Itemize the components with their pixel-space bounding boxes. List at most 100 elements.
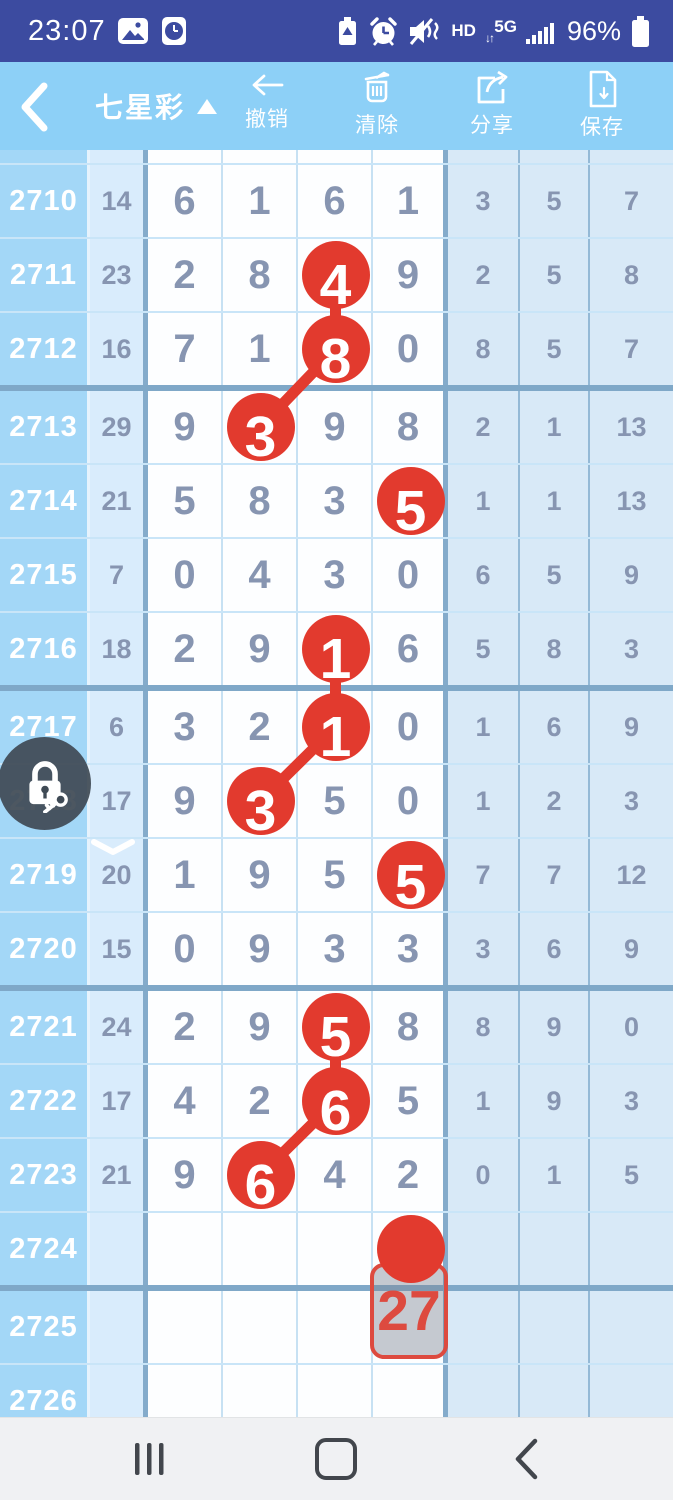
digit-cell[interactable] <box>298 1365 373 1418</box>
table-row: 2718179350123 <box>0 765 673 839</box>
digit-cell[interactable]: 9 <box>223 839 298 911</box>
digit-cell[interactable]: 1 <box>223 313 298 385</box>
digit-cell[interactable] <box>223 1213 298 1285</box>
digit-cell[interactable]: 1 <box>373 165 448 237</box>
digit-cell[interactable]: 4 <box>148 1065 223 1137</box>
digit-cell[interactable] <box>298 150 373 163</box>
digit-cell[interactable]: 3 <box>298 465 373 537</box>
digit-cell[interactable] <box>373 150 448 163</box>
digit-cell[interactable]: 6 <box>148 165 223 237</box>
stat-cell: 5 <box>590 1139 673 1211</box>
digit-cell[interactable] <box>298 1213 373 1285</box>
digit-cell[interactable]: 2 <box>148 991 223 1063</box>
digit-cell[interactable]: 8 <box>373 391 448 463</box>
digit-cell[interactable]: 9 <box>298 391 373 463</box>
digit-cell[interactable]: 1 <box>223 165 298 237</box>
digit-cell[interactable] <box>223 1365 298 1418</box>
clear-button[interactable]: 清除 <box>335 70 419 146</box>
back-icon <box>515 1438 538 1480</box>
digit-cell[interactable]: 0 <box>373 313 448 385</box>
digit-cell[interactable]: 6 <box>298 165 373 237</box>
mark-circle[interactable]: 4 <box>301 241 370 313</box>
digit-cell[interactable]: 0 <box>373 765 448 837</box>
digit-cell[interactable]: 9 <box>223 991 298 1063</box>
stat-cell <box>448 1365 520 1418</box>
digit-cell[interactable]: 9 <box>148 765 223 837</box>
digit-cell[interactable]: 2 <box>223 691 298 763</box>
digit-cell[interactable]: 5 <box>298 839 373 911</box>
digit-cell[interactable]: 2 <box>148 239 223 311</box>
undo-button[interactable]: 撤销 <box>225 70 309 146</box>
mark-circle[interactable]: 8 <box>301 315 370 387</box>
digit-cell[interactable]: 9 <box>223 913 298 985</box>
digit-cell[interactable] <box>223 150 298 163</box>
stat-cell: 3 <box>448 913 520 985</box>
table-row: 2724 <box>0 1213 673 1291</box>
mark-circle[interactable] <box>376 1215 445 1283</box>
period-cell: 2719 <box>0 839 90 911</box>
mark-circle[interactable]: 3 <box>226 767 295 839</box>
digit-cell[interactable] <box>223 1291 298 1363</box>
digit-cell[interactable]: 3 <box>298 913 373 985</box>
mark-circle[interactable]: 1 <box>301 693 370 765</box>
sum-cell: 23 <box>90 239 148 311</box>
digit-cell[interactable]: 1 <box>148 839 223 911</box>
digit-cell[interactable]: 3 <box>373 913 448 985</box>
mark-circle[interactable]: 1 <box>301 615 370 687</box>
digit-cell[interactable]: 4 <box>298 1139 373 1211</box>
digit-cell[interactable]: 3 <box>298 539 373 611</box>
digit-cell[interactable] <box>148 150 223 163</box>
digit-cell[interactable]: 5 <box>298 765 373 837</box>
digit-cell[interactable]: 9 <box>223 613 298 685</box>
sum-cell: 21 <box>90 1139 148 1211</box>
digit-cell[interactable]: 0 <box>373 539 448 611</box>
digit-cell[interactable]: 9 <box>148 1139 223 1211</box>
battery-icon <box>632 15 649 47</box>
digit-cell[interactable]: 0 <box>148 913 223 985</box>
mark-circle[interactable]: 5 <box>376 841 445 913</box>
digit-cell[interactable]: 0 <box>373 691 448 763</box>
stat-cell: 9 <box>590 539 673 611</box>
digit-cell[interactable]: 0 <box>148 539 223 611</box>
digit-cell[interactable]: 7 <box>148 313 223 385</box>
lottery-selector[interactable]: 七星彩 <box>95 62 218 150</box>
digit-cell[interactable]: 4 <box>223 539 298 611</box>
back-chevron-icon[interactable] <box>16 81 52 133</box>
sum-cell: 16 <box>90 313 148 385</box>
recents-button[interactable] <box>110 1418 190 1500</box>
lock-button[interactable] <box>0 737 91 830</box>
signal-bars-icon <box>525 22 554 44</box>
digit-cell[interactable]: 5 <box>148 465 223 537</box>
digit-cell[interactable]: 8 <box>373 991 448 1063</box>
save-button[interactable]: 保存 <box>560 70 644 146</box>
digit-cell[interactable]: 5 <box>373 1065 448 1137</box>
stat-cell: 7 <box>590 165 673 237</box>
share-icon <box>477 70 508 104</box>
mark-circle[interactable]: 3 <box>226 393 295 465</box>
share-button[interactable]: 分享 <box>450 70 534 146</box>
digit-cell[interactable]: 6 <box>373 613 448 685</box>
mark-circle[interactable]: 6 <box>301 1067 370 1139</box>
mark-circle[interactable]: 5 <box>301 993 370 1065</box>
home-button[interactable] <box>296 1418 376 1500</box>
mark-circle[interactable]: 6 <box>226 1141 295 1213</box>
digit-cell[interactable]: 2 <box>148 613 223 685</box>
digit-cell[interactable] <box>373 1365 448 1418</box>
digit-cell[interactable] <box>148 1213 223 1285</box>
chevron-down-icon[interactable] <box>90 839 136 857</box>
stat-cell: 5 <box>520 165 590 237</box>
digit-cell[interactable]: 2 <box>223 1065 298 1137</box>
digit-cell[interactable] <box>298 1291 373 1363</box>
digit-cell[interactable]: 9 <box>373 239 448 311</box>
digit-cell[interactable]: 3 <box>148 691 223 763</box>
clear-label: 清除 <box>355 114 399 137</box>
digit-cell[interactable]: 2 <box>373 1139 448 1211</box>
stat-cell: 3 <box>590 765 673 837</box>
digit-cell[interactable]: 9 <box>148 391 223 463</box>
digit-cell[interactable] <box>148 1291 223 1363</box>
mark-circle[interactable]: 5 <box>376 467 445 539</box>
nav-back-button[interactable] <box>486 1418 566 1500</box>
digit-cell[interactable]: 8 <box>223 239 298 311</box>
digit-cell[interactable] <box>148 1365 223 1418</box>
digit-cell[interactable]: 8 <box>223 465 298 537</box>
